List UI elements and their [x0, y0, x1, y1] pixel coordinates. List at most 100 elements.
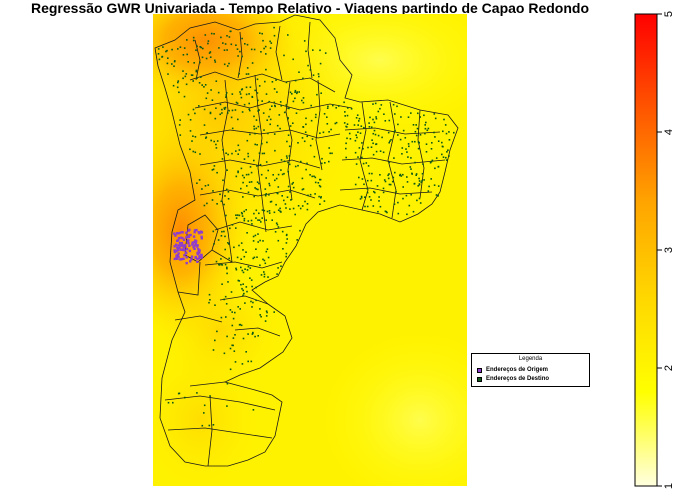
destination-point [196, 392, 198, 394]
destination-point [185, 73, 188, 75]
destination-point [223, 298, 225, 301]
destination-point [379, 107, 381, 110]
destination-point [237, 170, 239, 173]
destination-point [246, 139, 249, 142]
destination-point [267, 132, 269, 135]
destination-point [387, 174, 389, 177]
destination-point [372, 205, 375, 207]
destination-point [320, 92, 322, 94]
destination-point [194, 151, 197, 154]
destination-point [296, 91, 298, 93]
destination-point [287, 170, 289, 173]
destination-point [368, 122, 370, 124]
destination-point [400, 116, 402, 118]
origin-point [186, 240, 189, 243]
destination-point [241, 111, 244, 113]
destination-point [415, 174, 417, 176]
destination-point [372, 103, 374, 105]
destination-point [361, 156, 363, 159]
destination-point [215, 143, 217, 146]
destination-point [239, 91, 241, 93]
destination-point [165, 50, 167, 53]
destination-point [232, 337, 235, 339]
destination-point [212, 230, 215, 233]
destination-point [319, 203, 321, 205]
destination-point [322, 131, 325, 134]
legend-swatch-origin [477, 367, 482, 373]
destination-point [429, 161, 432, 164]
destination-point [405, 148, 407, 150]
destination-point [415, 173, 418, 175]
destination-point [235, 217, 238, 219]
destination-point [253, 115, 255, 118]
destination-point [311, 175, 313, 178]
destination-point [402, 186, 404, 188]
destination-point [326, 116, 328, 118]
destination-point [238, 149, 241, 151]
destination-point [383, 113, 385, 115]
destination-point [222, 149, 224, 151]
destination-point [249, 109, 251, 112]
destination-point [285, 81, 288, 84]
destination-point [258, 212, 260, 215]
destination-point [268, 184, 271, 187]
destination-point [437, 185, 440, 187]
destination-point [236, 48, 239, 50]
gwr-surface [153, 14, 467, 486]
origin-point [184, 243, 187, 247]
destination-point [261, 209, 264, 211]
legend-label-origin: Endereços de Origem [486, 366, 549, 373]
destination-point [191, 74, 194, 76]
destination-point [412, 210, 415, 213]
origin-point [194, 241, 197, 245]
destination-point [294, 79, 297, 82]
destination-point [289, 208, 291, 210]
destination-point [246, 185, 248, 187]
destination-point [225, 188, 228, 191]
destination-point [208, 293, 211, 296]
destination-point [406, 213, 408, 216]
destination-point [324, 52, 327, 54]
destination-point [301, 188, 304, 191]
destination-point [262, 112, 265, 114]
destination-point [192, 150, 195, 153]
destination-point [276, 124, 279, 127]
destination-point [418, 177, 420, 180]
destination-point [285, 242, 288, 244]
destination-point [252, 409, 255, 411]
destination-point [359, 198, 362, 200]
destination-point [361, 142, 363, 144]
destination-point [258, 109, 260, 111]
destination-point [231, 109, 234, 112]
destination-point [237, 55, 239, 57]
origin-point [194, 243, 198, 247]
destination-point [358, 147, 361, 149]
destination-point [442, 130, 444, 133]
destination-point [357, 124, 359, 126]
origin-point [192, 235, 196, 238]
destination-point [270, 200, 273, 203]
destination-point [441, 153, 443, 156]
destination-point [237, 153, 239, 155]
destination-point [281, 173, 284, 176]
destination-point [297, 142, 299, 144]
destination-point [201, 188, 203, 190]
destination-point [285, 155, 288, 157]
destination-point [393, 157, 395, 159]
destination-point [158, 58, 161, 61]
destination-point [200, 76, 202, 78]
destination-point [192, 39, 195, 42]
destination-point [251, 285, 253, 288]
destination-point [235, 267, 237, 270]
destination-point [269, 118, 272, 121]
destination-point [299, 229, 301, 232]
destination-point [321, 162, 323, 165]
destination-point [370, 179, 373, 182]
legend-item-origin: Endereços de Origem [477, 366, 548, 374]
destination-point [259, 314, 261, 316]
destination-point [292, 122, 294, 124]
destination-point [356, 136, 358, 139]
destination-point [218, 264, 220, 266]
destination-point [203, 86, 205, 88]
destination-point [273, 311, 275, 313]
